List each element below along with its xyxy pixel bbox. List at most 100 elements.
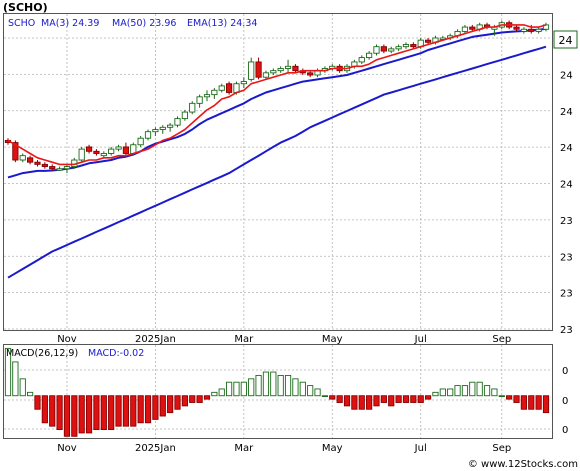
candle — [284, 59, 292, 73]
macd-bar — [520, 395, 527, 410]
candle-body — [144, 131, 152, 139]
candle — [189, 101, 196, 115]
candle-body — [292, 65, 299, 72]
macd-bar — [373, 395, 380, 407]
candle — [366, 51, 373, 60]
price-y-tick-label: 24 — [560, 143, 573, 154]
macd-bar — [329, 395, 336, 400]
macd-bar — [358, 395, 365, 410]
candle — [41, 162, 48, 169]
macd-bar — [71, 395, 78, 437]
macd-bar — [410, 395, 417, 403]
last-price-badge-text: 24 — [559, 34, 573, 47]
macd-bar — [506, 395, 513, 400]
candle-body — [395, 46, 402, 50]
candle-body — [248, 61, 255, 80]
candle-body — [284, 65, 292, 69]
candle-body — [174, 118, 181, 126]
candle-body — [373, 46, 380, 54]
candle-body — [410, 44, 417, 48]
candle — [277, 66, 284, 73]
macd-bar — [174, 395, 181, 410]
macd-bar — [380, 395, 387, 403]
watermark: © www.12Stocks.com — [468, 459, 578, 470]
macd-bar — [513, 395, 520, 403]
candle-body — [85, 146, 93, 152]
macd-bar — [454, 385, 461, 397]
candle-body — [461, 26, 469, 32]
macd-bar — [284, 374, 292, 397]
macd-bar — [130, 395, 137, 427]
candle-body — [181, 111, 188, 120]
macd-bar — [34, 395, 41, 410]
candle — [358, 55, 365, 65]
macd-bar — [152, 395, 159, 420]
candle-body — [78, 148, 85, 161]
candle — [56, 166, 63, 171]
macd-bar — [144, 395, 152, 424]
candle — [373, 44, 380, 56]
legend-ema13: EMA(13) 24.34 — [187, 18, 257, 29]
candle — [49, 164, 56, 171]
price-y-tick-label: 24 — [560, 107, 573, 118]
price-y-tick-label: 24 — [560, 180, 573, 191]
candle-body — [307, 72, 314, 76]
macd-bar — [542, 395, 550, 414]
candle — [137, 136, 144, 147]
candle — [270, 68, 277, 76]
candle-body — [366, 52, 373, 59]
macd-bar — [63, 395, 71, 437]
macd-bar — [56, 395, 63, 430]
macd-bar — [108, 395, 115, 430]
candle-body — [12, 142, 19, 161]
price-x-tick-label: Jul — [414, 334, 427, 345]
price-x-tick-label: Mar — [234, 334, 254, 345]
macd-legend-name: MACD(26,12,9) — [6, 348, 78, 359]
macd-bar — [343, 395, 351, 407]
macd-bar — [85, 395, 93, 434]
price-x-tick-label: 2025Jan — [135, 334, 176, 345]
macd-bar — [292, 378, 299, 397]
candle-body — [27, 157, 34, 163]
price-x-tick-label: Nov — [57, 334, 77, 345]
candle-body — [56, 168, 63, 171]
macd-bar — [439, 388, 446, 397]
candle-body — [218, 85, 225, 91]
macd-bar — [424, 395, 432, 400]
macd-bar — [12, 361, 19, 397]
candle-body — [137, 137, 144, 146]
macd-bar — [491, 388, 498, 397]
candle — [100, 151, 107, 158]
macd-histogram — [4, 347, 550, 437]
candle — [461, 24, 469, 34]
candle — [262, 70, 270, 80]
macd-bar — [225, 381, 233, 397]
candle — [225, 81, 233, 95]
macd-bar — [189, 395, 196, 403]
last-price-badge — [553, 30, 578, 49]
macd-x-tick-label: 2025Jan — [135, 443, 176, 454]
macd-bar — [122, 395, 130, 427]
candle-body — [41, 163, 48, 168]
price-y-axis: 24 24 24 24 24 23 23 23 23 — [560, 34, 573, 336]
candle — [218, 83, 225, 93]
macd-y-tick-label: 0 — [562, 425, 568, 436]
candle — [240, 77, 247, 89]
candle-body — [380, 46, 387, 52]
candle — [34, 160, 41, 167]
macd-x-tick-label: May — [322, 443, 343, 454]
candle-body — [424, 39, 432, 43]
candle-body — [513, 26, 520, 30]
macd-bar — [476, 381, 483, 397]
macd-bar — [49, 395, 56, 427]
candle — [93, 149, 100, 156]
candle-body — [167, 124, 174, 128]
candle — [292, 64, 299, 73]
macd-bar — [4, 347, 12, 397]
macd-bar — [277, 374, 284, 397]
macd-bar — [196, 395, 203, 403]
candle-body — [535, 28, 542, 32]
price-y-tick-label: 23 — [560, 325, 573, 336]
candle-body — [152, 129, 159, 133]
candle-body — [100, 153, 107, 157]
